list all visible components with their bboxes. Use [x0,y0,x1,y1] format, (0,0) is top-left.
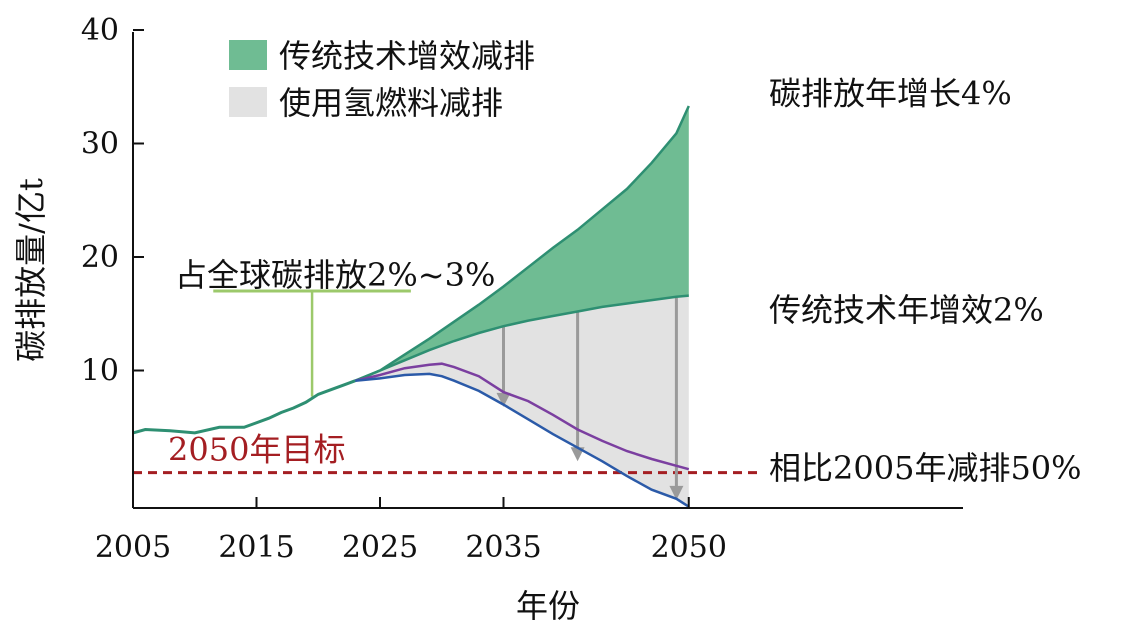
y-tick-label-40: 40 [81,13,119,48]
legend-label-2: 使用氢燃料减排 [279,84,503,122]
x-tick-label-2050: 2050 [651,530,727,565]
reduction-arrows [496,297,684,500]
plot-areas [355,106,689,507]
annotation-efficiency-2pct: 传统技术年增效2% [769,291,1044,329]
x-axis-title: 年份 [516,587,580,625]
reduction-arrow-head-1 [496,392,511,407]
target-label: 2050年目标 [168,431,345,469]
series-lines [132,105,690,508]
reduction-arrow-head-3 [669,485,684,500]
area-hydrogen-reduction [355,295,689,507]
series-annotations: 碳排放年增长4% 传统技术年增效2% 相比2005年减排50% [769,74,1082,487]
area-traditional-efficiency [355,106,689,381]
x-tick-label-2025: 2025 [342,530,418,565]
series-line-historical [132,379,356,435]
x-tick-label-2005: 2005 [95,530,171,565]
x-tick-label-2035: 2035 [465,530,541,565]
legend-label-1: 传统技术增效减排 [279,37,535,75]
target-line-group: 2050年目标 [133,431,763,475]
annotation-reduce-50pct: 相比2005年减排50% [769,449,1082,487]
y-tick-label-20: 20 [81,240,119,275]
annotation-growth-4pct: 碳排放年增长4% [769,74,1012,112]
x-tick-label-2015: 2015 [218,530,294,565]
series-line-growth-4pct [354,105,690,382]
bracket-label: 占全球碳排放2%~3% [175,256,495,294]
y-axis-title: 碳排放量/亿t [12,178,50,362]
legend-swatch-1 [229,40,267,70]
y-tick-label-30: 30 [81,127,119,162]
tick-marks: 10 20 30 40 2005 2015 2025 2035 2050 [81,13,727,565]
y-tick-label-10: 10 [81,354,119,389]
series-line-efficiency-2pct [354,294,689,382]
series-line-reduce-50pct [355,372,690,508]
share-bracket: 占全球碳排放2%~3% [175,256,495,397]
series-line-hydrogen [355,362,690,471]
axes [132,32,963,509]
legend-swatch-2 [229,87,267,117]
